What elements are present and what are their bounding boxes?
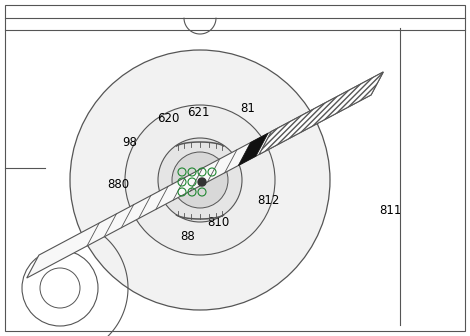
Polygon shape xyxy=(27,72,383,278)
Circle shape xyxy=(172,152,228,208)
Circle shape xyxy=(158,138,242,222)
Polygon shape xyxy=(238,133,268,166)
Text: 88: 88 xyxy=(180,230,196,244)
Text: 810: 810 xyxy=(207,215,229,228)
Circle shape xyxy=(125,105,275,255)
Text: 880: 880 xyxy=(107,178,129,192)
Text: 812: 812 xyxy=(257,194,279,207)
Text: 620: 620 xyxy=(157,112,179,125)
Text: 98: 98 xyxy=(123,135,137,149)
Text: 621: 621 xyxy=(187,106,209,119)
Text: 81: 81 xyxy=(241,101,255,115)
Circle shape xyxy=(198,178,206,186)
Text: 811: 811 xyxy=(379,204,401,216)
Polygon shape xyxy=(259,72,383,155)
Circle shape xyxy=(70,50,330,310)
